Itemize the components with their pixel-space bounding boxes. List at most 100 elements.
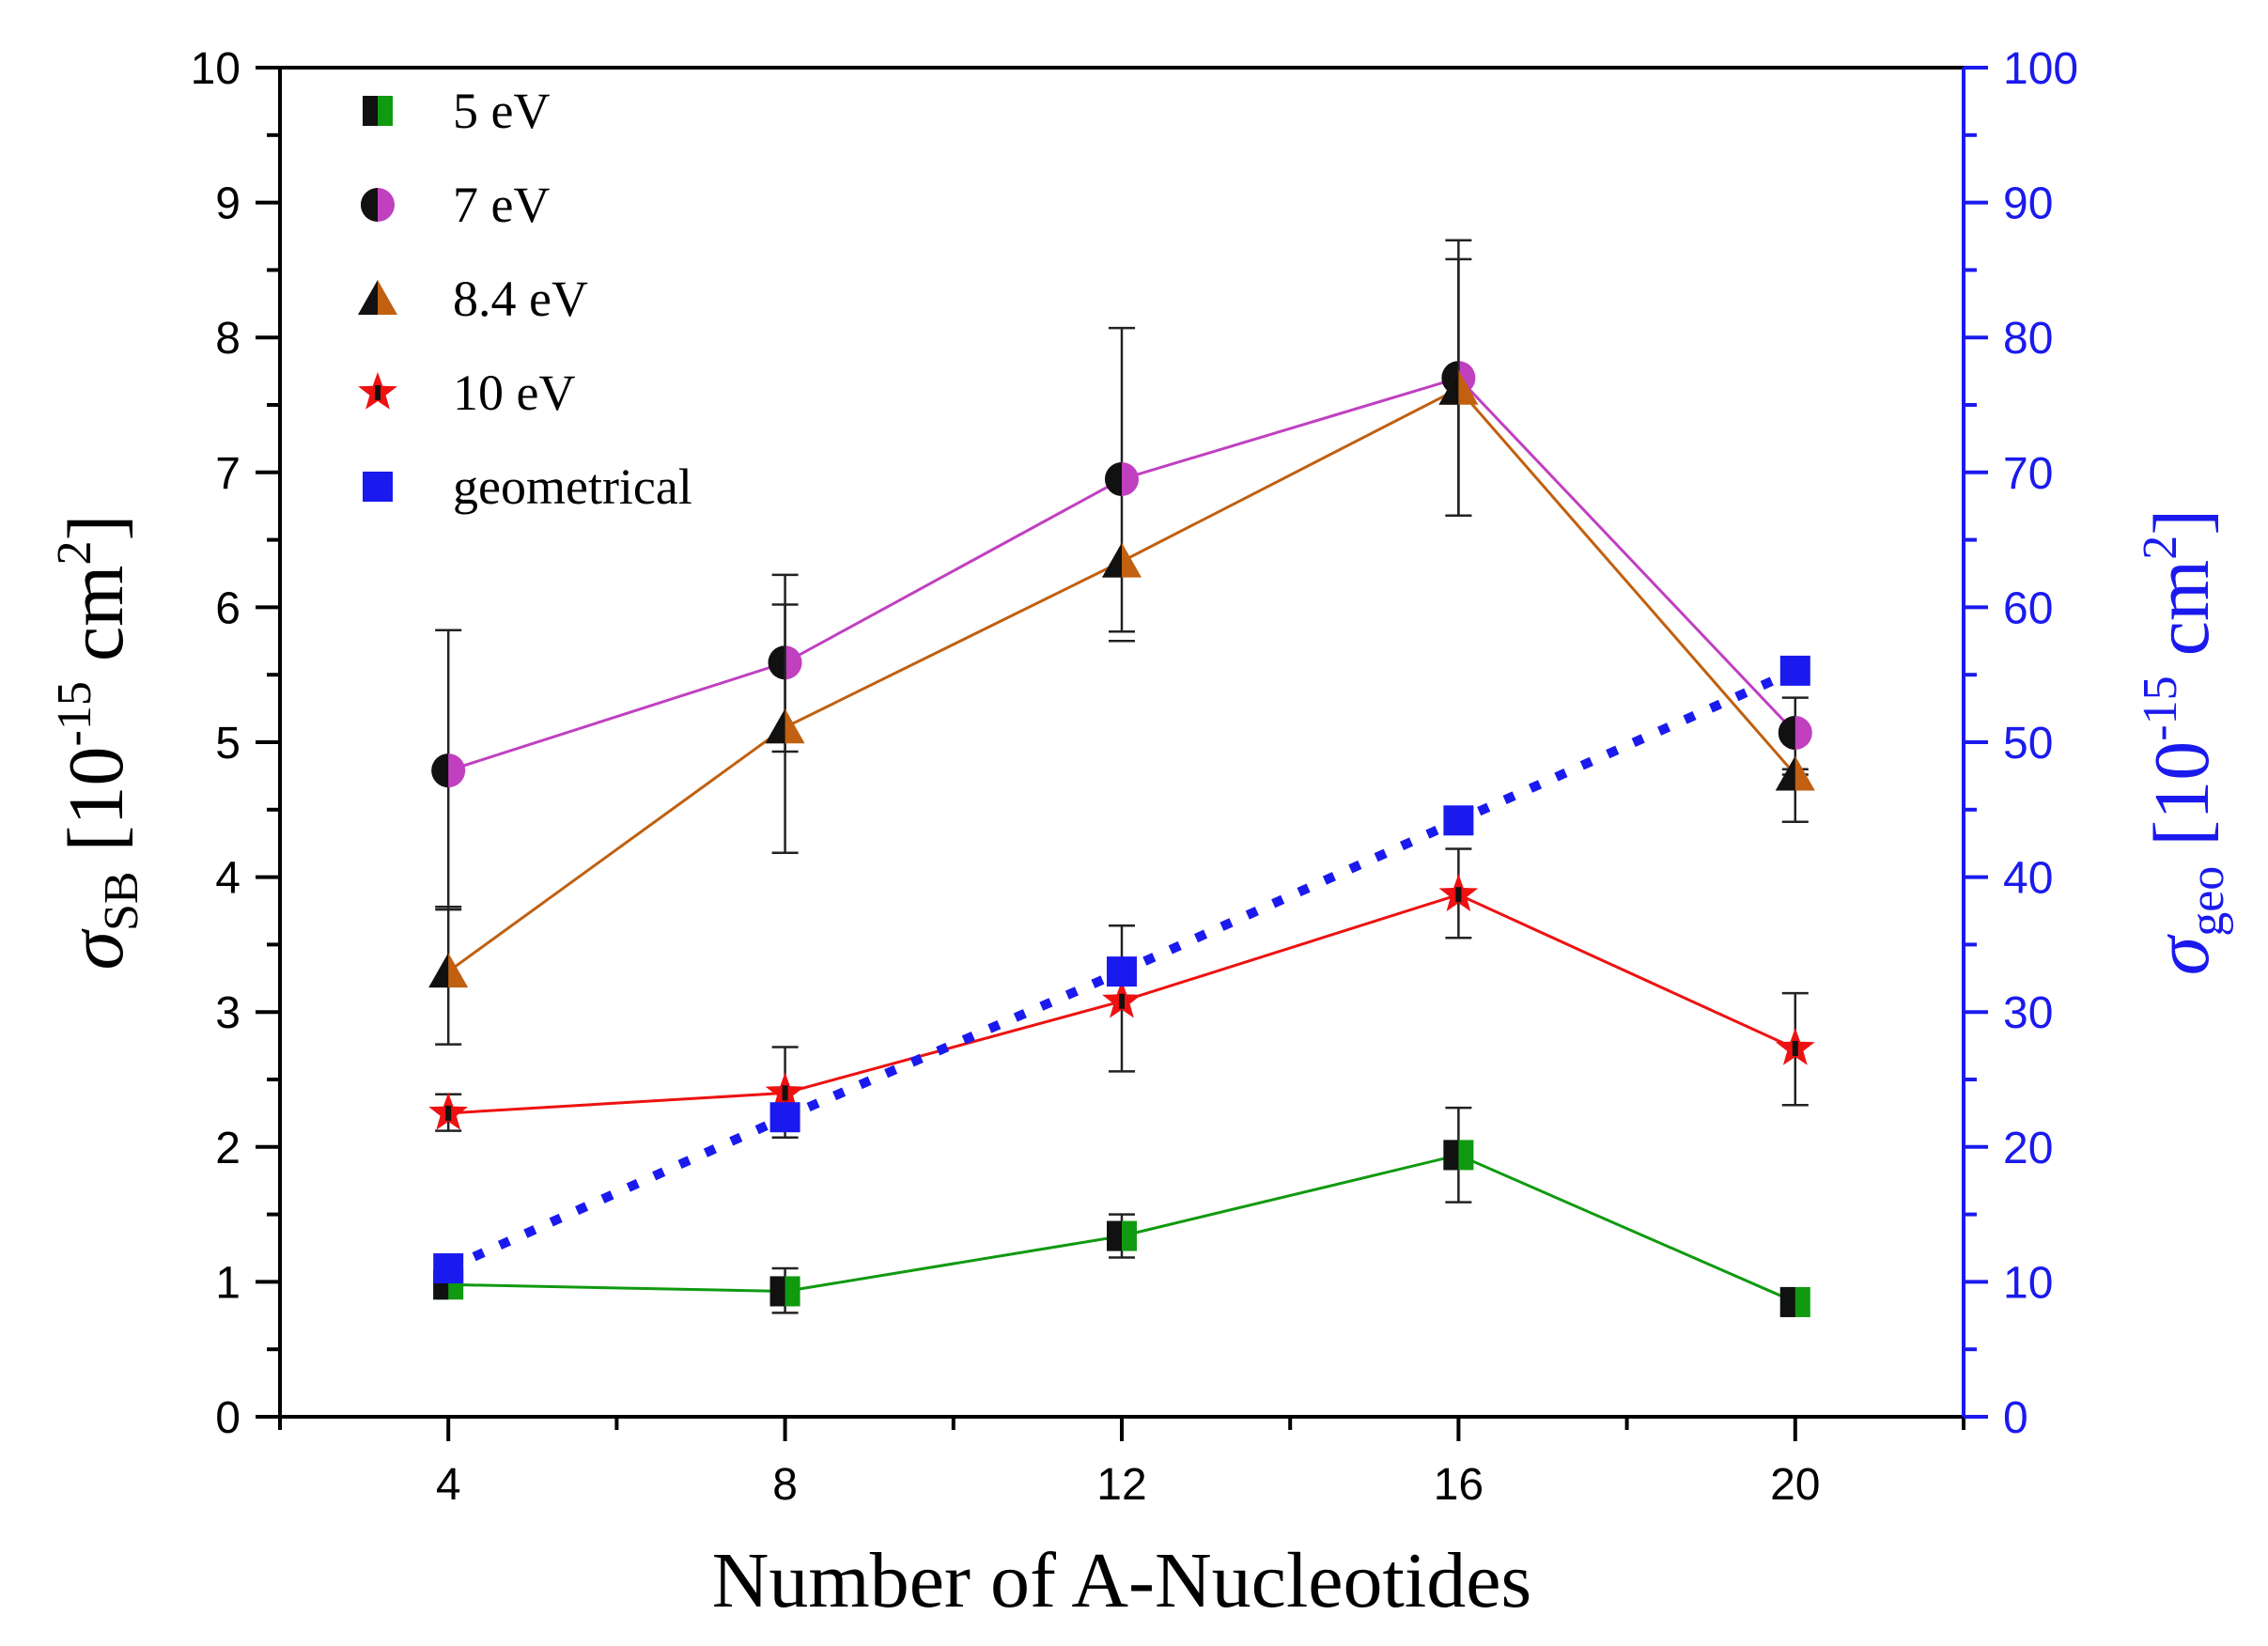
data-point [1102, 542, 1142, 578]
y2-tick-label: 100 [2003, 44, 2078, 94]
axis-title-part: σ [2138, 933, 2226, 975]
y2-tick-label: 80 [2003, 314, 2053, 364]
legend-marker [363, 96, 393, 126]
data-point [765, 708, 805, 744]
data-point [1443, 805, 1474, 836]
y-tick-label: 8 [215, 314, 241, 364]
legend-marker [363, 472, 393, 502]
x-tick-label: 12 [1096, 1460, 1146, 1510]
marker-half [1455, 887, 1462, 903]
marker-half [1119, 993, 1125, 1009]
y2-tick-label: 70 [2003, 449, 2053, 499]
axis-title-part: cm [53, 566, 140, 682]
x-tick-label: 4 [436, 1460, 461, 1510]
marker-half [1779, 1286, 1795, 1317]
series-0 [433, 1106, 1810, 1317]
axis-title-part: [10 [53, 746, 140, 871]
y-tick-label: 9 [215, 179, 241, 229]
legend-marker [358, 280, 397, 315]
data-point [1775, 755, 1815, 791]
data-point [431, 753, 466, 788]
series-4 [433, 655, 1810, 1284]
y-tick-label: 3 [215, 988, 241, 1038]
series-layer [428, 239, 1815, 1317]
y-tick-label: 6 [215, 583, 241, 633]
legend: 5 eV 7 eV 8.4 eV 10 eV geometrical [358, 83, 692, 515]
legend-label: geometrical [453, 458, 692, 515]
data-point [769, 1102, 800, 1133]
legend-item: 5 eV [363, 83, 550, 139]
x-axis-title: Number of A-Nucleotides [712, 1537, 1531, 1624]
marker-half [431, 753, 449, 788]
marker-shape [363, 472, 393, 502]
legend-label: 8.4 eV [453, 271, 588, 327]
marker-half [445, 1105, 452, 1121]
marker-shape [1443, 805, 1474, 836]
y2-tick-label: 50 [2003, 719, 2053, 769]
legend-label: 10 eV [453, 365, 575, 421]
axis-title-part: SB [95, 871, 148, 931]
marker-half [428, 953, 449, 988]
legend-marker [358, 372, 397, 410]
y2-tick-label: 90 [2003, 179, 2053, 229]
data-point [433, 1253, 464, 1284]
marker-half [1778, 715, 1795, 750]
marker-half [765, 708, 785, 744]
data-point [1102, 980, 1142, 1018]
y2-axis-title: σgeo [10-15 cm2] [2134, 509, 2234, 975]
marker-half [361, 188, 378, 222]
marker-half [363, 96, 378, 126]
marker-shape [769, 1102, 800, 1133]
y-tick-label: 1 [215, 1258, 241, 1308]
data-point [1438, 369, 1479, 405]
marker-half [1107, 1220, 1122, 1251]
data-point [1778, 715, 1812, 750]
y-tick-label: 5 [215, 719, 241, 769]
axis-title-part: ] [2138, 509, 2226, 536]
y-tick-label: 2 [215, 1124, 241, 1173]
data-point [1779, 1286, 1810, 1317]
axis-title-part: [10 [2138, 741, 2226, 866]
x-tick-label: 8 [772, 1460, 798, 1510]
y2-tick-label: 0 [2003, 1393, 2028, 1443]
marker-half [1792, 1040, 1798, 1056]
data-point [1105, 461, 1139, 496]
y2-tick-label: 30 [2003, 988, 2053, 1038]
axis-title-part: 2 [48, 541, 101, 566]
x-tick-label: 16 [1434, 1460, 1484, 1510]
axes: 4 8 12 16 2001234567891001020304050607080901… [191, 44, 2078, 1510]
marker-shape [433, 1253, 464, 1284]
data-point [1775, 1028, 1815, 1065]
marker-half [1438, 369, 1459, 405]
marker-shape [1779, 655, 1810, 686]
data-point [769, 1276, 800, 1307]
data-point [428, 1092, 469, 1130]
axis-title-part: ] [53, 515, 140, 541]
marker-half [1102, 542, 1122, 578]
marker-half [769, 1276, 785, 1307]
legend-item: 7 eV [361, 177, 550, 233]
legend-label: 7 eV [453, 177, 550, 233]
legend-item: 10 eV [358, 365, 575, 421]
legend-label: 5 eV [453, 83, 550, 139]
axis-title-part: cm [2138, 560, 2226, 676]
y-tick-label: 7 [215, 449, 241, 499]
legend-marker [361, 188, 395, 222]
y-tick-label: 10 [191, 44, 241, 94]
marker-half [782, 1085, 788, 1101]
y-axis-title: σSB [10-15 cm2] [48, 515, 148, 971]
legend-item: 8.4 eV [358, 271, 588, 327]
y-tick-label: 0 [215, 1393, 241, 1443]
data-point [765, 1072, 805, 1110]
marker-half [768, 645, 785, 680]
marker-half [375, 385, 381, 400]
x-tick-label: 20 [1770, 1460, 1820, 1510]
marker-half [358, 280, 378, 315]
axis-title-part: 2 [2134, 536, 2187, 560]
marker-shape [1107, 956, 1137, 987]
series-3 [428, 847, 1815, 1139]
marker-half [1775, 755, 1795, 791]
data-point [1443, 1140, 1474, 1171]
legend-item: geometrical [363, 458, 692, 515]
